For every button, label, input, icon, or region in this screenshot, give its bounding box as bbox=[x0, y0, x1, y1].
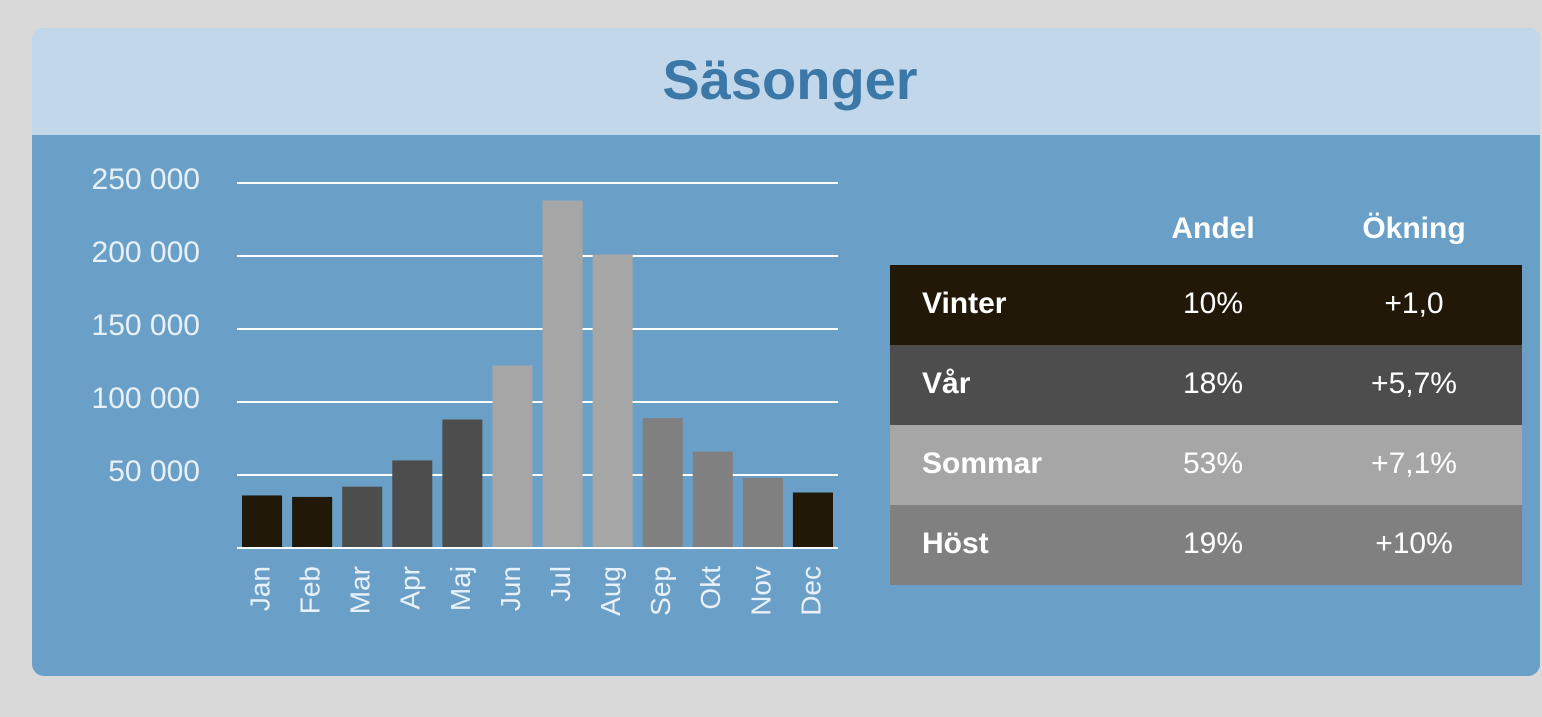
table-row bbox=[890, 425, 1522, 505]
table-cell: 18% bbox=[1183, 367, 1243, 400]
row-label: Sommar bbox=[922, 447, 1042, 480]
x-tick-label: Jul bbox=[545, 566, 576, 602]
column-header: Ökning bbox=[1362, 212, 1465, 245]
bar bbox=[592, 254, 633, 549]
table-row bbox=[890, 265, 1522, 345]
bar bbox=[392, 460, 433, 548]
bar bbox=[792, 492, 833, 548]
table-cell: 19% bbox=[1183, 527, 1243, 560]
title: Säsonger bbox=[662, 48, 917, 111]
bar bbox=[542, 200, 583, 548]
x-tick-label: Aug bbox=[595, 566, 626, 616]
x-tick-label: Nov bbox=[745, 566, 776, 616]
bar bbox=[692, 451, 733, 548]
table-row bbox=[890, 345, 1522, 425]
x-tick-label: Maj bbox=[445, 566, 476, 611]
table-cell: +10% bbox=[1375, 527, 1453, 560]
row-label: Höst bbox=[922, 527, 989, 560]
x-tick-label: Jan bbox=[244, 566, 275, 611]
y-tick-label: 250 000 bbox=[92, 163, 200, 196]
y-tick-label: 50 000 bbox=[108, 455, 200, 488]
x-tick-label: Jun bbox=[495, 566, 526, 611]
header-band bbox=[32, 28, 1540, 135]
x-tick-label: Dec bbox=[795, 566, 826, 616]
table-cell: +1,0 bbox=[1384, 287, 1443, 320]
y-tick-label: 200 000 bbox=[92, 236, 200, 269]
bar bbox=[442, 419, 483, 548]
row-label: Vinter bbox=[922, 287, 1007, 320]
table-cell: +5,7% bbox=[1371, 367, 1457, 400]
x-tick-label: Feb bbox=[295, 566, 326, 614]
x-tick-label: Apr bbox=[395, 566, 426, 610]
x-tick-label: Sep bbox=[645, 566, 676, 616]
bar bbox=[342, 486, 383, 548]
y-tick-label: 150 000 bbox=[92, 309, 200, 342]
column-header: Andel bbox=[1171, 212, 1254, 245]
bar bbox=[492, 365, 533, 548]
x-tick-label: Okt bbox=[695, 566, 726, 610]
bar bbox=[242, 495, 283, 548]
table-cell: 53% bbox=[1183, 447, 1243, 480]
table-row bbox=[890, 505, 1522, 585]
y-tick-label: 100 000 bbox=[92, 382, 200, 415]
x-tick-label: Mar bbox=[345, 566, 376, 614]
bar bbox=[292, 496, 333, 548]
bar bbox=[642, 418, 683, 548]
table-cell: 10% bbox=[1183, 287, 1243, 320]
table-cell: +7,1% bbox=[1371, 447, 1457, 480]
row-label: Vår bbox=[922, 367, 971, 400]
bar bbox=[742, 477, 783, 548]
